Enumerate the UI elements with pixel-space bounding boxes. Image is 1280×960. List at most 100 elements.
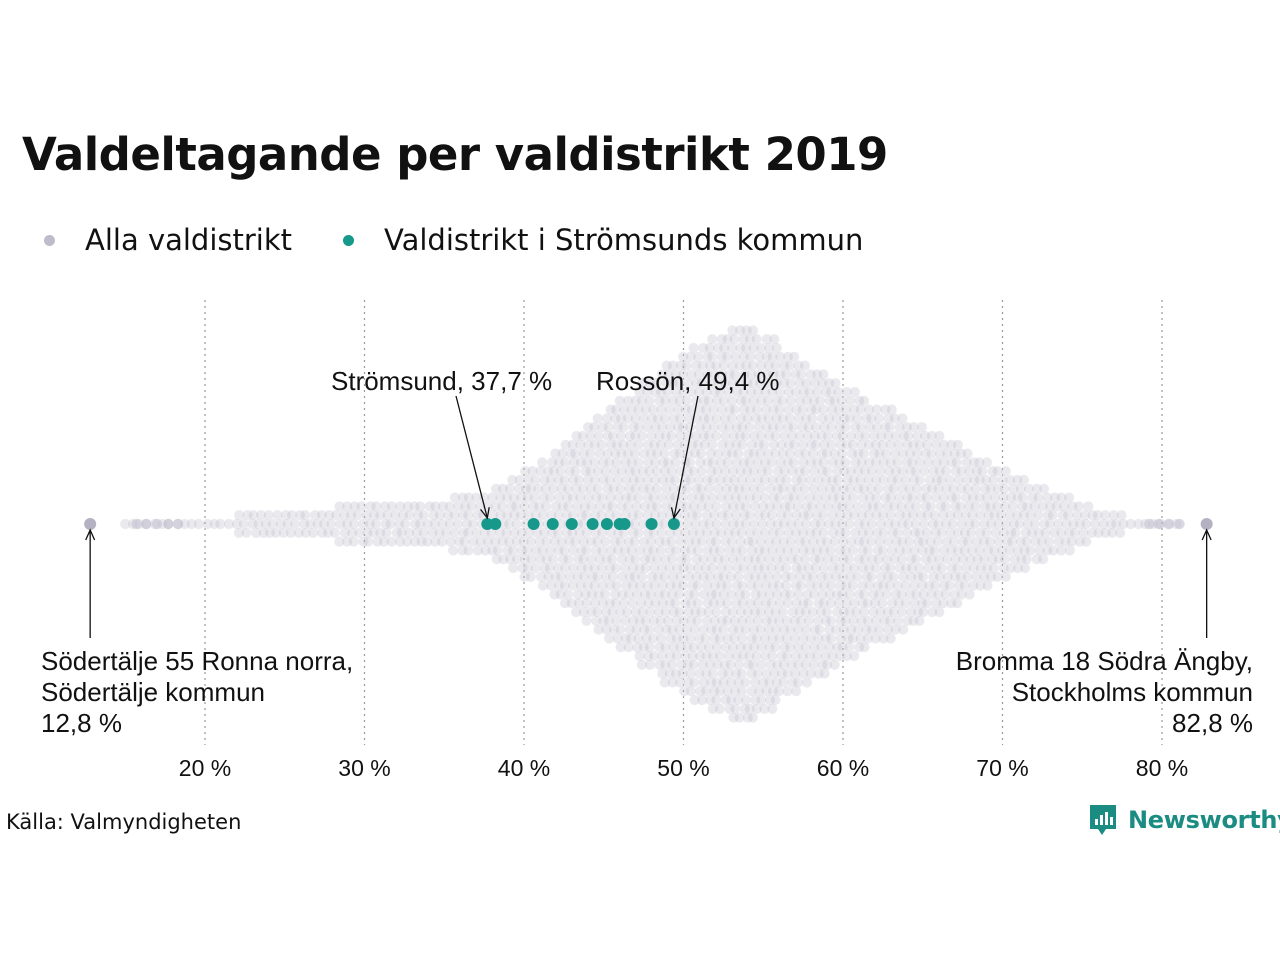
district-point <box>707 597 719 609</box>
district-point <box>970 571 982 583</box>
district-point <box>758 703 770 715</box>
district-point <box>821 659 833 671</box>
district-point <box>834 650 846 662</box>
district-point <box>1051 500 1063 512</box>
min-arrowhead <box>85 528 96 541</box>
district-point <box>894 509 906 521</box>
district-point <box>870 562 882 574</box>
district-point <box>826 509 838 521</box>
district-point <box>990 527 1002 539</box>
district-point <box>879 562 891 574</box>
district-point <box>941 448 953 460</box>
district-point <box>954 500 966 512</box>
district-point <box>360 509 372 521</box>
district-point <box>662 368 674 380</box>
district-point <box>1007 500 1019 512</box>
district-point <box>1031 553 1043 565</box>
district-point <box>938 580 950 592</box>
district-point <box>688 676 700 688</box>
district-point <box>648 562 660 574</box>
annotation-max-line2: Stockholms kommun <box>1012 677 1253 707</box>
district-point <box>841 650 853 662</box>
district-point <box>733 483 745 495</box>
district-point <box>858 641 870 653</box>
district-point <box>1019 562 1031 574</box>
district-point <box>917 536 929 548</box>
district-point <box>689 624 701 636</box>
district-point <box>924 474 936 486</box>
district-point <box>876 597 888 609</box>
district-point <box>751 456 763 468</box>
legend-item-all-districts: Alla valdistrikt <box>44 220 292 260</box>
district-point <box>540 553 552 565</box>
district-point <box>859 430 871 442</box>
district-point <box>735 606 747 618</box>
district-point <box>697 553 709 565</box>
district-point <box>640 632 652 644</box>
district-point <box>729 351 741 363</box>
district-point <box>456 544 468 556</box>
district-point <box>967 562 979 574</box>
district-point <box>582 580 594 592</box>
district-point <box>925 588 937 600</box>
district-point <box>734 553 746 565</box>
district-point <box>462 544 474 556</box>
district-point <box>837 571 849 583</box>
district-point <box>715 562 727 574</box>
district-point <box>811 544 823 556</box>
district-point <box>1044 500 1056 512</box>
district-point <box>452 500 464 512</box>
district-point <box>705 588 717 600</box>
district-point <box>849 386 861 398</box>
district-point <box>930 439 942 451</box>
district-point <box>665 430 677 442</box>
district-point <box>744 615 756 627</box>
district-point <box>926 606 938 618</box>
district-point <box>826 474 838 486</box>
district-point <box>418 509 430 521</box>
district-point <box>655 439 667 451</box>
district-point <box>978 553 990 565</box>
district-point <box>889 430 901 442</box>
district-point <box>704 571 716 583</box>
district-point <box>697 430 709 442</box>
district-point <box>795 615 807 627</box>
district-point <box>186 518 198 530</box>
annotation-min-line2: Södertälje kommun <box>41 677 265 707</box>
stromsund-district-point <box>600 518 613 530</box>
district-point <box>969 518 981 530</box>
district-point <box>730 544 742 556</box>
district-point <box>1011 509 1023 521</box>
district-point <box>866 624 878 636</box>
district-point <box>854 632 866 644</box>
district-point <box>896 536 908 548</box>
district-point <box>884 421 896 433</box>
district-point <box>718 342 730 354</box>
district-point <box>993 536 1005 548</box>
district-point <box>763 553 775 565</box>
district-point <box>799 553 811 565</box>
district-point <box>708 368 720 380</box>
district-point <box>689 518 701 530</box>
district-point <box>770 377 782 389</box>
district-point <box>593 553 605 565</box>
district-point <box>910 500 922 512</box>
district-point <box>578 448 590 460</box>
district-point <box>595 509 607 521</box>
district-point <box>294 509 306 521</box>
district-point <box>623 536 635 548</box>
district-point <box>1047 544 1059 556</box>
district-point <box>609 536 621 548</box>
district-point <box>683 571 695 583</box>
legend-item-stromsund-districts: Valdistrikt i Strömsunds kommun <box>343 220 863 260</box>
district-point <box>805 632 817 644</box>
district-point <box>664 597 676 609</box>
district-point <box>564 571 576 583</box>
district-point <box>642 492 654 504</box>
district-point <box>720 448 732 460</box>
district-point <box>864 492 876 504</box>
district-point <box>906 456 918 468</box>
district-point <box>579 588 591 600</box>
district-point <box>745 562 757 574</box>
district-point <box>414 518 426 530</box>
